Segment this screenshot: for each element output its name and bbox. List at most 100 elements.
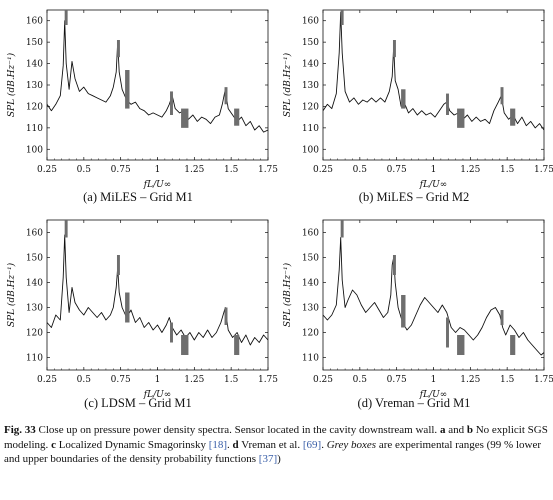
y-axis-label: SPL (dB.Hz⁻¹): [6, 262, 17, 327]
x-tick-label: 1.5: [500, 375, 515, 385]
y-tick-label: 120: [26, 102, 43, 112]
x-tick-label: 0.25: [313, 375, 333, 385]
y-axis-label: SPL (dB.Hz⁻¹): [6, 52, 17, 117]
chart-a: 0.25 0.5 0.75 1 1.25 1.5 1.75 100 110 120 130 140 15…: [6, 9, 278, 190]
panel-caption-c: (c) LDSM – Grid M1: [84, 396, 192, 410]
x-tick-label: 0.25: [313, 165, 333, 175]
experimental-range-box: [170, 91, 173, 115]
y-tick-label: 130: [302, 81, 319, 91]
y-tick-label: 130: [302, 304, 319, 314]
x-tick-label: 0.75: [111, 165, 131, 175]
caption-no-sgs: No explicit SGS modeling.: [4, 424, 548, 451]
x-tick-label: 1.75: [534, 375, 553, 385]
caption-grey-boxes: Grey boxes: [326, 438, 377, 451]
spectrum-line: [323, 11, 544, 131]
y-tick-label: 150: [26, 254, 43, 264]
caption-ranges: are experimental ranges (99 % lower and …: [4, 438, 542, 466]
panel-a: 0.25 0.5 0.75 1 1.25 1.5 1.75 100 110 120 130 140 15…: [0, 0, 278, 228]
y-tick-label: 140: [26, 60, 43, 70]
x-tick-label: 0.5: [77, 375, 92, 385]
plot-frame: [322, 9, 545, 161]
reference-69-link[interactable]: [69]: [302, 438, 322, 451]
y-tick-label: 160: [26, 17, 43, 27]
y-tick-label: 100: [26, 145, 43, 155]
y-tick-label: 110: [302, 124, 319, 134]
experimental-range-box: [392, 40, 396, 58]
y-tick-label: 110: [26, 354, 43, 364]
x-tick-label: 1: [431, 165, 437, 175]
experimental-range-box: [116, 255, 120, 275]
experimental-range-box: [392, 255, 396, 275]
y-tick-label: 120: [302, 329, 319, 339]
x-tick-label: 0.5: [77, 165, 92, 175]
y-tick-label: 140: [26, 279, 43, 289]
panel-caption-a: (a) MiLES – Grid M1: [83, 190, 193, 204]
y-tick-label: 120: [302, 102, 319, 112]
y-tick-label: 130: [26, 304, 43, 314]
experimental-range-box: [510, 108, 516, 126]
y-tick-label: 100: [302, 145, 319, 155]
experimental-range-box: [125, 292, 130, 323]
x-tick-label: 1.5: [224, 375, 239, 385]
experimental-range-box: [234, 335, 240, 355]
caption-c-label: c: [51, 438, 56, 451]
panel-b: 0.25 0.5 0.75 1 1.25 1.5 1.75 100 110 120 130 140 15…: [276, 0, 553, 228]
y-tick-label: 150: [302, 38, 319, 48]
caption-b-label: b: [466, 424, 473, 436]
x-tick-label: 1.75: [258, 375, 278, 385]
caption-ldsm: Localized Dynamic Smagorinsky: [58, 438, 206, 451]
x-tick-label: 0.75: [387, 165, 407, 175]
x-tick-label: 1.75: [258, 165, 278, 175]
experimental-range-box: [64, 10, 68, 25]
panel-caption-d: (d) Vreman – Grid M1: [357, 396, 471, 410]
figure-caption: Fig. 33 Close up on pressure power densi…: [4, 424, 548, 466]
experimental-range-box: [446, 93, 449, 115]
chart-b: 0.25 0.5 0.75 1 1.25 1.5 1.75 100 110 120 130 140 15…: [282, 9, 553, 190]
caption-vreman: Vreman et al.: [241, 438, 301, 451]
y-tick-label: 130: [26, 81, 43, 91]
caption-close-paren: ): [277, 453, 281, 465]
experimental-range-box: [500, 310, 504, 325]
y-tick-label: 160: [302, 229, 319, 239]
experimental-range-box: [181, 335, 189, 355]
reference-37-link[interactable]: [37]: [258, 453, 278, 465]
x-tick-label: 0.25: [37, 165, 57, 175]
experimental-range-box: [116, 40, 120, 58]
x-tick-label: 1.25: [460, 375, 480, 385]
x-axis-label: fL/U∞: [143, 390, 171, 400]
x-axis-label: fL/U∞: [143, 180, 171, 190]
x-tick-label: 1.25: [460, 165, 480, 175]
experimental-range-box: [401, 295, 406, 328]
chart-d: 0.25 0.5 0.75 1 1.25 1.5 1.75 110 120 130 140 150 16…: [282, 219, 553, 400]
experimental-range-box: [234, 108, 240, 126]
x-axis-label: fL/U∞: [419, 180, 447, 190]
x-tick-label: 1.5: [224, 165, 239, 175]
experimental-range-box: [401, 89, 406, 109]
panel-c: 0.25 0.5 0.75 1 1.25 1.5 1.75 110 120 130 140 150 16…: [0, 210, 278, 438]
plot-frame: [46, 9, 269, 161]
x-tick-label: 1: [431, 375, 437, 385]
x-tick-label: 0.75: [387, 375, 407, 385]
y-tick-label: 150: [302, 254, 319, 264]
experimental-range-box: [457, 108, 465, 128]
experimental-range-box: [510, 335, 516, 355]
x-tick-label: 0.25: [37, 375, 57, 385]
reference-18-link[interactable]: [18]: [208, 438, 228, 451]
x-tick-label: 1: [155, 165, 161, 175]
x-tick-label: 1.25: [184, 375, 204, 385]
x-tick-label: 0.75: [111, 375, 131, 385]
figure-title: Close up on pressure power density spect…: [38, 424, 438, 436]
y-tick-label: 140: [302, 60, 319, 70]
experimental-range-box: [224, 87, 228, 105]
panel-caption-b: (b) MiLES – Grid M2: [358, 190, 470, 204]
x-tick-label: 0.5: [353, 165, 368, 175]
caption-a-label: a: [439, 424, 446, 436]
experimental-range-box: [457, 335, 465, 355]
experimental-range-box: [125, 70, 130, 109]
experimental-range-box: [340, 220, 344, 238]
spectrum-line: [323, 237, 544, 356]
experimental-range-box: [64, 220, 68, 238]
spectrum-line: [47, 234, 268, 346]
y-tick-label: 140: [302, 279, 319, 289]
experimental-range-box: [500, 87, 504, 105]
